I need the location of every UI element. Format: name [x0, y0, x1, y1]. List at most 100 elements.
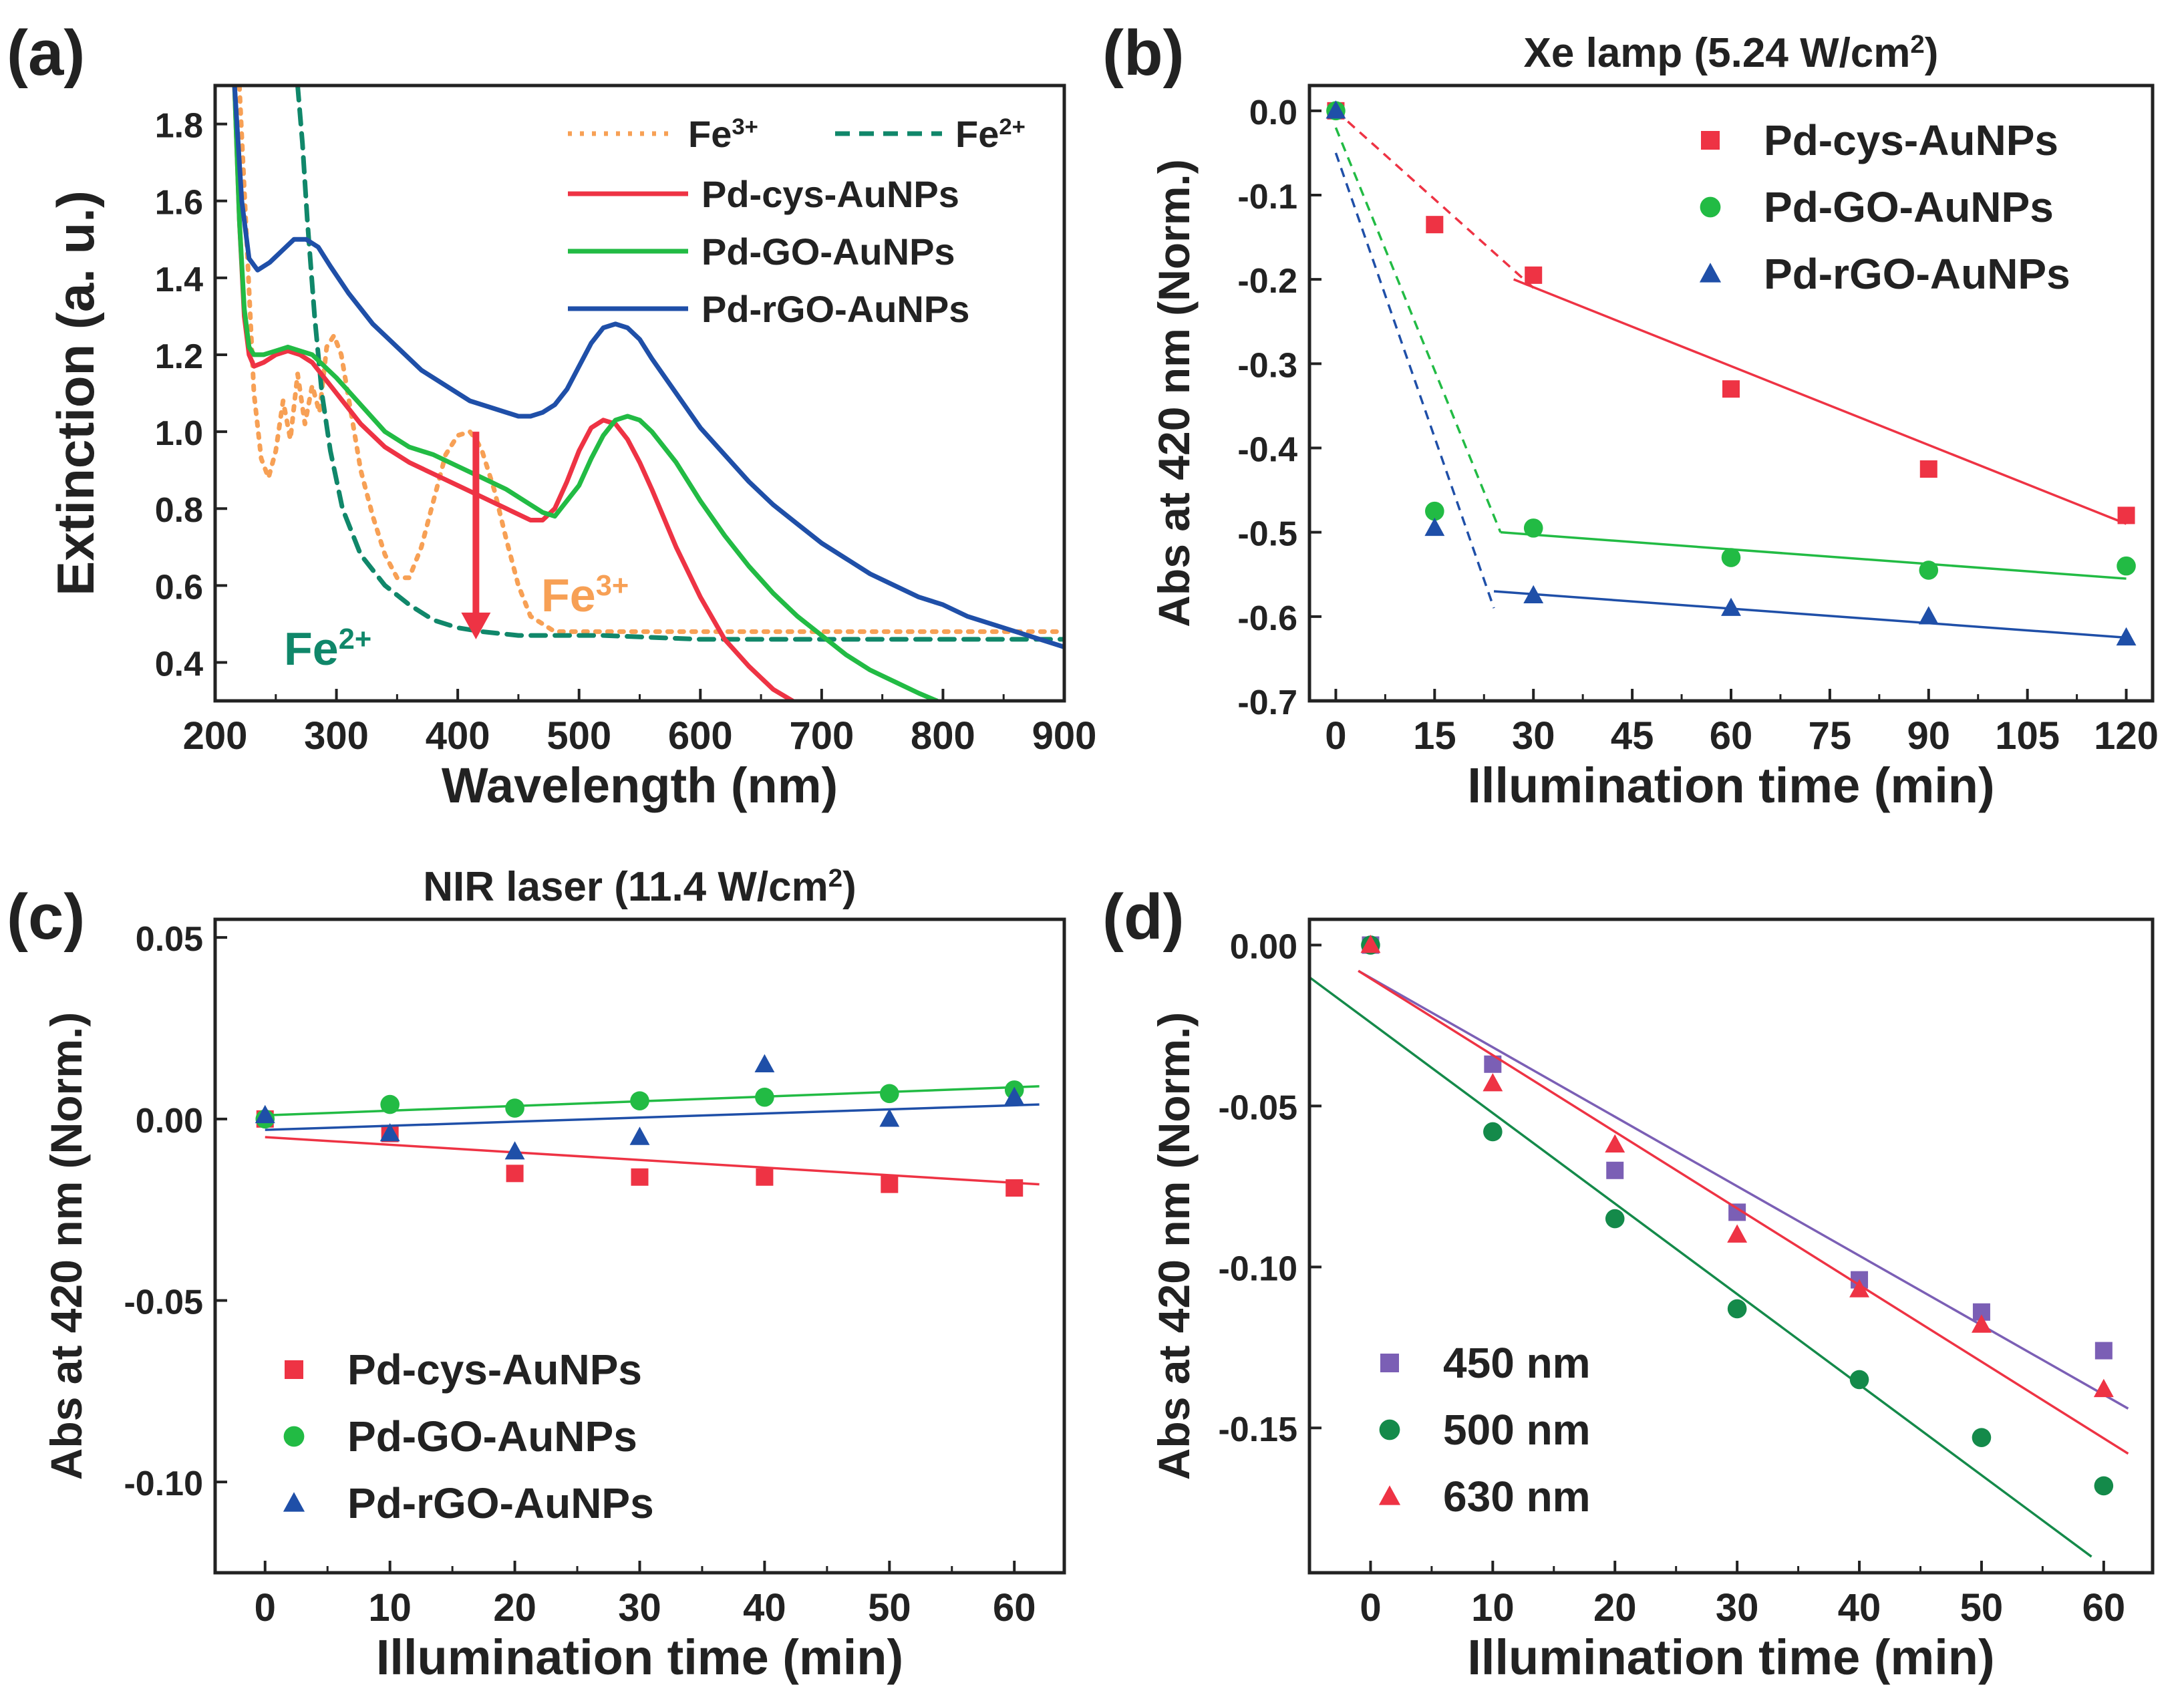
y-tick-label-b-4: -0.4 — [1237, 431, 1297, 470]
fit-line-c-2-0 — [265, 1103, 1040, 1131]
x-tick-label-b-0: 0 — [1325, 714, 1346, 758]
legend-label-c-1: Pd-GO-AuNPs — [347, 1412, 637, 1461]
panel-label-c: (c) — [7, 881, 85, 953]
data-point-c-0-2 — [506, 1165, 524, 1183]
legend-marker-b-2 — [1699, 263, 1722, 283]
y-tick-label-b-0: 0.0 — [1249, 94, 1297, 132]
annotation-label-0: Fe3+ — [541, 569, 629, 621]
data-point-c-0-5 — [881, 1175, 899, 1193]
y-tick-label-c-3: -0.10 — [124, 1465, 203, 1503]
panel-label-b: (b) — [1102, 17, 1185, 89]
legend-label-a-4: Pd-rGO-AuNPs — [701, 288, 969, 330]
y-tick-label-d-0: 0.00 — [1230, 928, 1297, 967]
series-line-a-2 — [232, 86, 795, 701]
legend-label-a-2: Pd-cys-AuNPs — [701, 173, 959, 215]
data-point-d-2-3 — [1727, 1224, 1748, 1243]
data-point-d-2-1 — [1483, 1073, 1503, 1092]
data-point-c-2-0 — [255, 1104, 275, 1124]
data-point-b-2-5 — [2116, 627, 2137, 646]
data-point-b-0-3 — [1722, 380, 1740, 398]
panel-label-d: (d) — [1102, 881, 1185, 953]
legend-marker-c-2 — [283, 1492, 305, 1512]
y-axis-label-d: Abs at 420 nm (Norm.) — [1149, 1012, 1199, 1480]
y-tick-label-b-2: -0.2 — [1237, 262, 1297, 301]
legend-marker-c-1 — [283, 1426, 305, 1447]
fit-line-b-0-0 — [1335, 110, 1535, 289]
x-tick-label-c-2: 20 — [493, 1586, 536, 1630]
annotation-arrow-head-2 — [461, 612, 491, 639]
plot-area-a — [232, 86, 1064, 701]
legend-marker-d-2 — [1378, 1485, 1401, 1505]
legend-d: 450 nm 500 nm 630 nm — [1378, 1339, 1591, 1521]
x-axis-label-b: Illumination time (min) — [1467, 758, 1994, 813]
y-tick-label-b-7: -0.7 — [1237, 683, 1297, 722]
fit-line-c-0-0 — [265, 1136, 1040, 1186]
data-point-c-0-6 — [1005, 1179, 1024, 1197]
x-tick-label-d-0: 0 — [1360, 1586, 1381, 1630]
panel-c: (c) NIR laser (11.4 W/cm2) 0 10 20 30 40 50 60 0.… — [7, 864, 1066, 1685]
x-tick-label-b-1: 15 — [1413, 714, 1456, 758]
fit-line-b-1-1 — [1500, 530, 2127, 580]
legend-a: Fe3+ Fe2+ Pd-cys-AuNPs Pd-GO-AuNPs Pd-rGO-Au… — [568, 113, 1026, 330]
data-point-d-2-5 — [1971, 1314, 1992, 1333]
x-tick-label-b-7: 105 — [1995, 714, 2060, 758]
data-point-d-2-4 — [1849, 1279, 1869, 1297]
data-point-b-2-4 — [1918, 606, 1939, 625]
data-point-b-0-2 — [1525, 266, 1543, 284]
fit-line-b-0-1 — [1513, 278, 2127, 525]
legend-marker-d-1 — [1379, 1419, 1400, 1440]
y-tick-label-a-3: 1.0 — [155, 414, 203, 453]
data-point-c-2-3 — [629, 1126, 650, 1145]
fit-line-d-0-0 — [1358, 969, 2129, 1410]
chart-title-b: Xe lamp (5.24 W/cm2) — [1524, 30, 1939, 77]
series-line-a-3 — [232, 86, 939, 701]
x-tick-label-a-5: 700 — [789, 714, 854, 758]
x-tick-label-d-4: 40 — [1838, 1586, 1881, 1630]
data-point-d-2-2 — [1605, 1134, 1625, 1152]
data-point-d-2-6 — [2093, 1378, 2114, 1398]
data-point-d-2-0 — [1360, 934, 1381, 953]
data-point-b-2-0 — [1325, 100, 1346, 119]
panel-b: (b) Xe lamp (5.24 W/cm2) 0 15 30 45 60 75 90 105 1… — [1102, 17, 2159, 813]
legend-marker-d-0 — [1380, 1354, 1399, 1372]
series-line-a-4 — [232, 86, 1064, 649]
legend-label-a-0: Fe3+ — [688, 113, 758, 155]
x-tick-label-b-4: 60 — [1710, 714, 1753, 758]
legend-label-a-1: Fe2+ — [955, 113, 1026, 155]
legend-label-c-0: Pd-cys-AuNPs — [347, 1346, 642, 1394]
y-tick-label-d-2: -0.10 — [1218, 1249, 1297, 1288]
fit-line-d-2-0 — [1358, 969, 2129, 1455]
chart-title-c: NIR laser (11.4 W/cm2) — [423, 864, 856, 911]
data-point-b-1-2 — [1523, 518, 1543, 538]
data-point-c-1-1 — [380, 1094, 400, 1114]
data-point-c-2-2 — [504, 1141, 525, 1160]
x-tick-label-a-1: 300 — [304, 714, 369, 758]
data-point-c-2-1 — [379, 1122, 400, 1142]
y-tick-label-c-1: 0.00 — [136, 1102, 203, 1140]
legend-b: Pd-cys-AuNPs Pd-GO-AuNPs Pd-rGO-AuNPs — [1699, 116, 2070, 298]
legend-label-a-3: Pd-GO-AuNPs — [701, 230, 955, 273]
x-tick-label-a-2: 400 — [426, 714, 490, 758]
x-tick-label-b-5: 75 — [1809, 714, 1852, 758]
axes-frame-d — [1307, 917, 2155, 1575]
x-tick-label-a-7: 900 — [1032, 714, 1097, 758]
legend-label-b-2: Pd-rGO-AuNPs — [1764, 250, 2070, 298]
fit-line-b-1-0 — [1334, 127, 1502, 533]
legend-label-d-2: 630 nm — [1443, 1473, 1591, 1521]
y-tick-label-a-4: 1.2 — [155, 337, 203, 376]
axes-frame-c — [213, 917, 1066, 1575]
y-tick-label-c-2: -0.05 — [124, 1283, 203, 1322]
plot-area-d — [1309, 934, 2129, 1558]
fit-line-b-2-1 — [1493, 590, 2127, 639]
y-axis-label-b: Abs at 420 nm (Norm.) — [1149, 159, 1199, 627]
data-point-d-0-6 — [2094, 1342, 2113, 1360]
y-axis-label-c: Abs at 420 nm (Norm.) — [41, 1012, 91, 1480]
data-point-c-2-6 — [1004, 1086, 1025, 1105]
x-tick-label-c-0: 0 — [255, 1586, 276, 1630]
data-point-b-1-1 — [1425, 501, 1444, 521]
x-tick-label-b-3: 45 — [1611, 714, 1654, 758]
y-tick-label-a-1: 0.6 — [155, 568, 203, 607]
legend-marker-c-0 — [285, 1360, 303, 1379]
fit-line-b-2-0 — [1334, 152, 1495, 609]
